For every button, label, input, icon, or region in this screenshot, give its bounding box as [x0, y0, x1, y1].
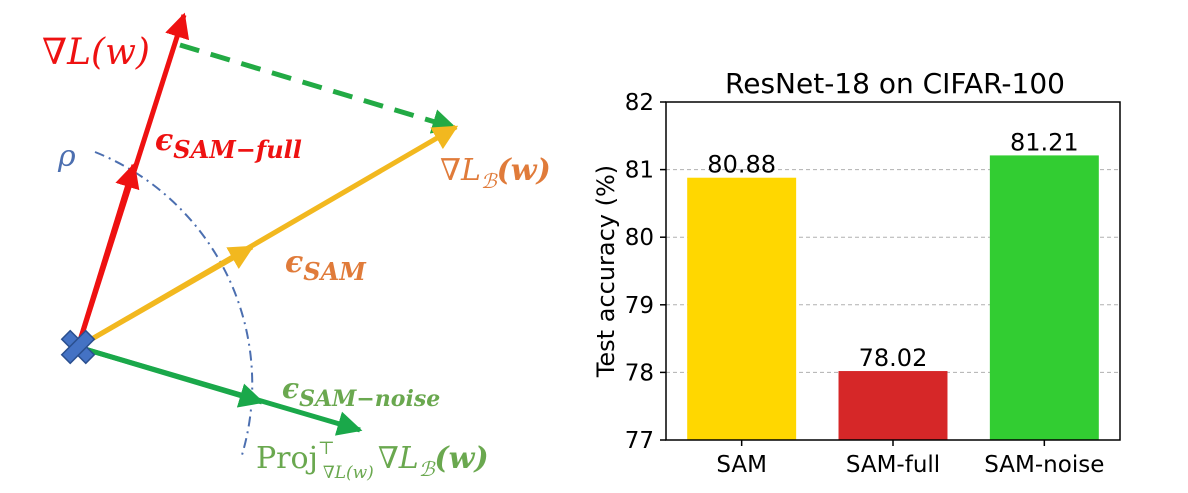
y-tick-label: 79	[625, 293, 654, 319]
y-tick-label: 80	[625, 225, 654, 251]
sam-perturbation-diagram: ∇L(w) ϵSAM−full ρ ϵSAM ∇Lℬ(w) ϵSAM−noise…	[42, 12, 551, 483]
x-tick-label: SAM	[716, 452, 767, 478]
difference-dashed-arrow	[179, 42, 458, 134]
rho-label: ρ	[57, 139, 76, 174]
eps-sam-full-label: ϵSAM−full	[155, 123, 302, 164]
rho-radius-arc	[94, 151, 254, 456]
bar-sam-full	[838, 371, 948, 440]
y-tick-label: 77	[625, 428, 654, 454]
y-tick-label: 81	[625, 158, 654, 184]
x-tick-label: SAM-noise	[984, 452, 1104, 478]
eps-sam-arrow	[76, 244, 255, 350]
chart-value-labels: 80.88 78.02 81.21	[707, 128, 1078, 372]
full-gradient-label: ∇L(w)	[42, 32, 150, 73]
eps-sam-label: ϵSAM	[285, 245, 367, 286]
y-tick-label: 78	[625, 360, 654, 386]
projection-label: Proj⊤ ∇L(w) ∇Lℬ(w)	[256, 438, 489, 483]
eps-sam-noise-arrow	[77, 344, 265, 408]
y-axis-label: Test accuracy (%)	[592, 165, 620, 378]
bar-sam	[687, 177, 797, 440]
bar-sam-noise	[989, 155, 1099, 441]
chart-xticks: SAM SAM-full SAM-noise	[716, 440, 1104, 478]
chart-title: ResNet-18 on CIFAR-100	[725, 67, 1065, 100]
chart-bars	[687, 155, 1099, 441]
chart-yticks: 77 78 79 80 81 82	[625, 90, 666, 454]
x-tick-label: SAM-full	[846, 452, 940, 478]
accuracy-bar-chart: ResNet-18 on CIFAR-100 80.88 78.02 81.21 7…	[592, 67, 1121, 478]
origin-cross-icon	[60, 329, 96, 365]
eps-sam-full-arrow	[75, 162, 140, 348]
y-tick-label: 82	[625, 90, 654, 116]
value-label: 81.21	[1010, 128, 1079, 156]
batch-gradient-label: ∇Lℬ(w)	[440, 153, 551, 193]
value-label: 80.88	[707, 151, 776, 179]
eps-sam-noise-label: ϵSAM−noise	[282, 372, 440, 412]
value-label: 78.02	[859, 344, 928, 372]
